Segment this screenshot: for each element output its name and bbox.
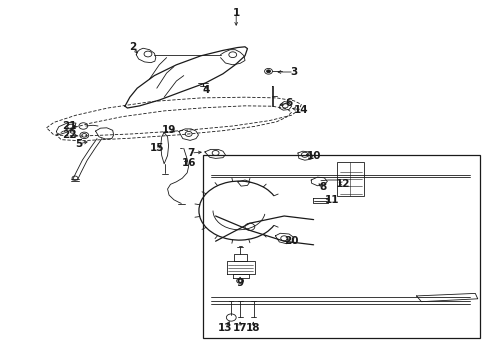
Text: 14: 14 <box>294 105 309 115</box>
Text: 13: 13 <box>218 323 233 333</box>
Text: 12: 12 <box>336 179 350 189</box>
Text: 11: 11 <box>325 195 340 205</box>
Bar <box>337 162 364 196</box>
Text: 10: 10 <box>306 150 321 161</box>
Bar <box>203 155 480 338</box>
Text: 1: 1 <box>233 8 240 18</box>
Text: 4: 4 <box>202 85 210 95</box>
Text: 9: 9 <box>237 278 244 288</box>
Text: 20: 20 <box>284 236 299 246</box>
Circle shape <box>267 70 270 73</box>
Text: 3: 3 <box>291 67 297 77</box>
Text: 16: 16 <box>181 158 196 168</box>
Text: 8: 8 <box>320 182 327 192</box>
Text: 5: 5 <box>75 139 82 149</box>
Text: 7: 7 <box>187 148 195 158</box>
Text: 19: 19 <box>162 125 176 135</box>
Text: 22: 22 <box>62 130 77 140</box>
Text: 15: 15 <box>149 143 164 153</box>
Text: 2: 2 <box>129 42 136 52</box>
Text: 17: 17 <box>233 323 247 333</box>
Text: 18: 18 <box>246 323 261 333</box>
Text: 6: 6 <box>286 98 293 108</box>
Text: 21: 21 <box>62 121 77 131</box>
